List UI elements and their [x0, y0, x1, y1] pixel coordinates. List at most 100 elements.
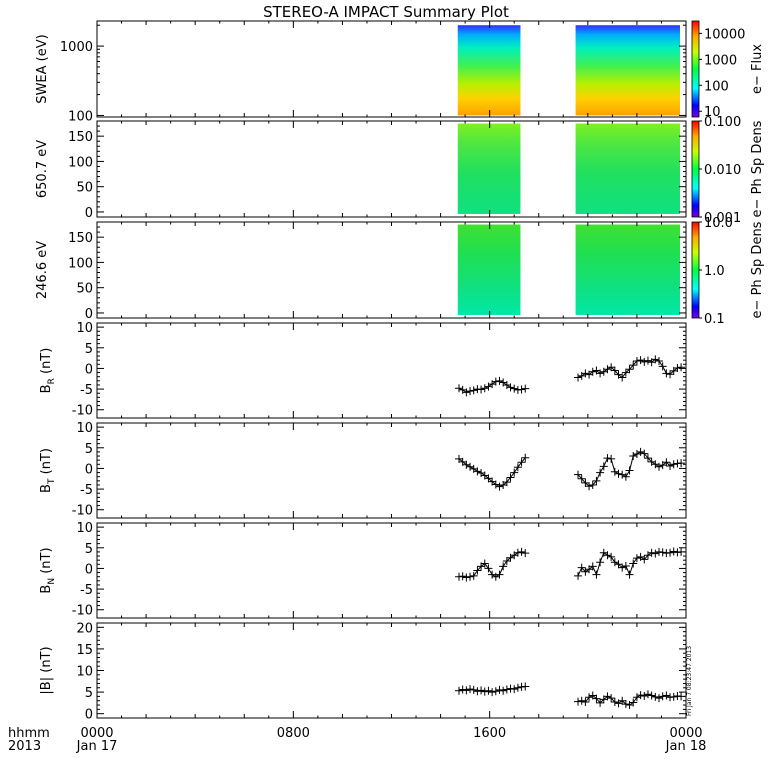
y-axis-label: |B| (nT)	[39, 646, 54, 694]
y-tick-label: -5	[80, 583, 93, 598]
field-data-point	[458, 572, 467, 581]
field-data-point	[466, 685, 475, 694]
field-data-point	[588, 367, 597, 376]
field-data-point	[577, 563, 586, 572]
field-data-point	[640, 555, 649, 564]
field-panel-3: -10 -5 0 5 10 BN (nT)	[39, 521, 687, 619]
colorbar-label: e− Ph Sp Dens	[750, 221, 765, 318]
field-data-point	[477, 385, 486, 394]
y-axis-label: SWEA (eV)	[35, 34, 50, 103]
field-data-point	[477, 686, 486, 695]
field-data-point	[581, 698, 590, 707]
field-data-point	[513, 463, 522, 472]
field-data-point	[585, 693, 594, 702]
field-data-point	[495, 376, 504, 385]
colorbar-tick-label: 1.0	[704, 264, 725, 279]
field-data-point	[484, 474, 493, 483]
field-data-point	[603, 551, 612, 560]
spectrogram-data-block	[575, 25, 680, 116]
y-tick-label: 1000	[60, 40, 93, 55]
y-tick-label: 100	[68, 155, 93, 170]
field-data-point	[510, 685, 519, 694]
field-data-point	[640, 357, 649, 366]
x-axis-label-year: 2013	[8, 739, 41, 754]
field-data-point	[495, 482, 504, 491]
field-data-point	[517, 385, 526, 394]
y-tick-label: 0	[85, 708, 93, 723]
field-data-point	[502, 685, 511, 694]
field-data-point	[510, 384, 519, 393]
field-data-point	[574, 697, 583, 706]
y-tick-label: 10	[76, 421, 93, 436]
y-axis-label: 650.7 eV	[35, 140, 50, 198]
field-data-point	[491, 687, 500, 696]
field-data-point	[510, 468, 519, 477]
colorbar	[691, 120, 700, 218]
field-data-point	[581, 478, 590, 487]
field-data-point	[647, 691, 656, 700]
field-data-point	[610, 467, 619, 476]
y-axis-label-subscript: R	[47, 378, 57, 384]
field-data-point	[521, 384, 530, 393]
field-data-point	[666, 461, 675, 470]
y-tick-label: 5	[85, 542, 93, 557]
field-data-point	[651, 692, 660, 701]
field-data-point	[610, 558, 619, 567]
y-axis-label-symbol: |B|	[39, 677, 54, 695]
field-data-point	[677, 547, 686, 556]
field-data-point	[618, 373, 627, 382]
field-data-point	[669, 692, 678, 701]
field-data-point	[592, 694, 601, 703]
y-axis-label-subscript: T	[47, 478, 57, 485]
field-data-point	[491, 480, 500, 489]
field-panel-frame	[96, 422, 687, 519]
y-axis-label: BT (nT)	[39, 448, 57, 493]
field-data-point	[517, 547, 526, 556]
y-tick-label: 10	[76, 321, 93, 336]
y-tick-label: 100	[68, 109, 93, 124]
field-data-point	[466, 462, 475, 471]
field-data-point	[662, 458, 671, 467]
field-data-point	[640, 691, 649, 700]
field-data-point	[673, 364, 682, 373]
field-data-point	[603, 692, 612, 701]
spectrogram-data-block	[457, 25, 521, 116]
y-axis-label-unit: (nT)	[39, 646, 54, 672]
field-data-point	[662, 691, 671, 700]
field-data-point	[629, 698, 638, 707]
field-data-point	[577, 474, 586, 483]
y-tick-label: 5	[85, 686, 93, 701]
field-data-point	[621, 700, 630, 709]
y-axis-label-unit: (nT)	[39, 547, 54, 573]
field-data-point	[658, 548, 667, 557]
field-data-point	[574, 470, 583, 479]
field-data-point	[454, 686, 463, 695]
field-data-point	[458, 685, 467, 694]
field-data-point	[666, 370, 675, 379]
spectrogram-data-block	[575, 123, 680, 214]
field-data-point	[469, 386, 478, 395]
x-tick-date-label: Jan 17	[76, 739, 118, 754]
field-data-point	[603, 365, 612, 374]
field-data-point	[610, 698, 619, 707]
spectrogram-data-block	[457, 224, 521, 315]
field-data-point	[629, 361, 638, 370]
field-data-point	[521, 453, 530, 462]
field-data-point	[610, 366, 619, 375]
field-data-point	[495, 570, 504, 579]
field-data-point	[621, 368, 630, 377]
field-data-point	[643, 690, 652, 699]
field-data-point	[669, 460, 678, 469]
field-data-point	[643, 454, 652, 463]
field-data-point	[469, 571, 478, 580]
plot-title: STEREO-A IMPACT Summary Plot	[263, 3, 509, 21]
y-tick-label: 0	[85, 206, 93, 221]
field-data-point	[499, 562, 508, 571]
field-panel-2: -10 -5 0 5 10 BT (nT)	[39, 421, 687, 519]
field-data-point	[473, 467, 482, 476]
y-tick-label: 100	[68, 256, 93, 271]
y-tick-label: 0	[85, 362, 93, 377]
colorbar	[691, 20, 700, 118]
x-tick-label: 0800	[277, 726, 310, 741]
